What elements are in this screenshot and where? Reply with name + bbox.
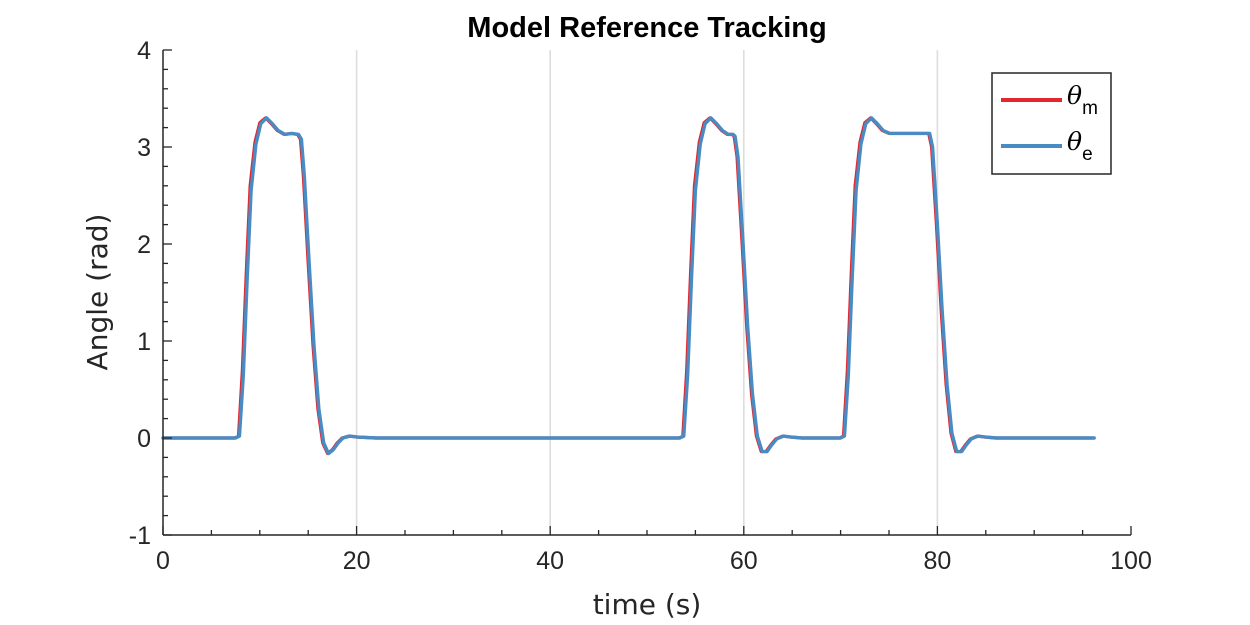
- y-tick-label: 2: [137, 231, 151, 259]
- x-tick-label: 40: [536, 547, 564, 575]
- legend-symbol-theta-m: θ: [1067, 81, 1082, 110]
- legend-label-theta-e: θe: [1067, 127, 1093, 165]
- plot-area: [163, 50, 1131, 535]
- x-tick-label: 0: [156, 547, 170, 575]
- legend-label-theta-m: θm: [1067, 81, 1098, 119]
- x-tick-label: 80: [923, 547, 951, 575]
- y-tick-label: 1: [137, 328, 151, 356]
- y-tick-label: 3: [137, 134, 151, 162]
- x-axis-label: time (s): [593, 588, 702, 621]
- x-tick-label: 60: [730, 547, 758, 575]
- x-tick-label: 20: [343, 547, 371, 575]
- y-tick-label: -1: [129, 522, 151, 550]
- series-layer: [161, 116, 1096, 456]
- y-tick-label: 4: [137, 37, 151, 65]
- legend-subscript-theta-e: e: [1082, 144, 1093, 165]
- legend: θm θe: [991, 72, 1112, 175]
- chart-title: Model Reference Tracking: [467, 12, 826, 44]
- y-tick-label: 0: [137, 425, 151, 453]
- series-line-theta-e: [161, 116, 1096, 456]
- legend-subscript-theta-m: m: [1082, 98, 1098, 119]
- y-axis-label: Angle (rad): [81, 214, 114, 371]
- legend-box: [991, 72, 1112, 175]
- legend-symbol-theta-e: θ: [1067, 127, 1082, 156]
- x-tick-label: 100: [1110, 547, 1152, 575]
